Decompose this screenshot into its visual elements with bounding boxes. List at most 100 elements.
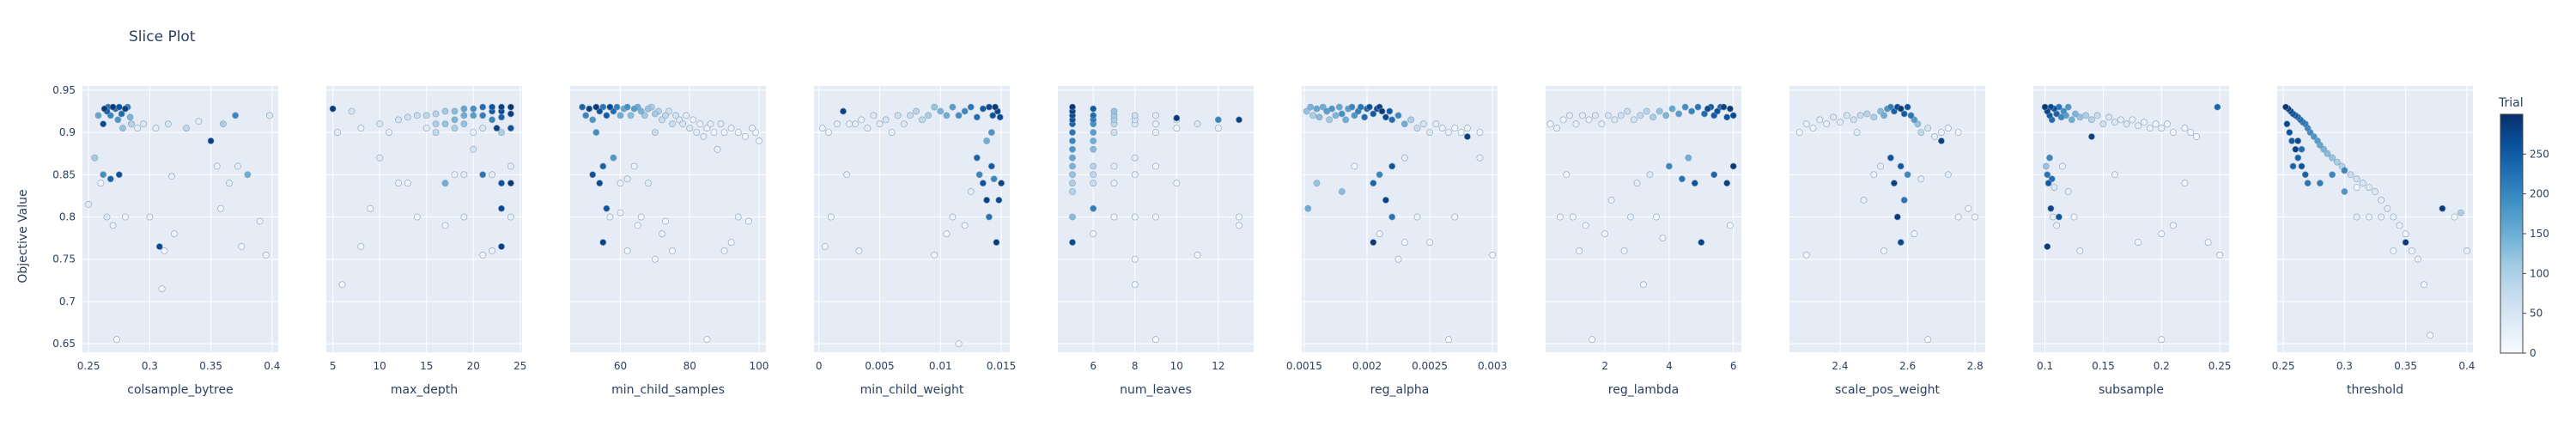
data-point xyxy=(821,243,829,250)
data-point xyxy=(2181,125,2189,132)
data-point xyxy=(943,230,951,238)
data-point xyxy=(1546,120,1554,128)
data-point xyxy=(2064,103,2072,111)
data-point xyxy=(1592,112,1599,119)
data-point xyxy=(1727,222,1734,229)
data-point xyxy=(1309,112,1317,119)
data-point xyxy=(2329,171,2336,179)
data-point xyxy=(1366,103,1373,111)
data-point xyxy=(973,154,981,162)
data-point xyxy=(696,120,704,128)
data-point xyxy=(395,116,402,124)
data-point xyxy=(413,112,421,119)
x-tick-label: 0.0015 xyxy=(1286,360,1322,372)
data-point xyxy=(121,105,129,113)
panel-threshold: 0.25 0.3 0.35 0.4 threshold xyxy=(2272,86,2475,397)
data-point xyxy=(1069,154,1076,162)
data-point xyxy=(627,112,635,119)
data-point xyxy=(855,247,863,254)
data-point xyxy=(2135,239,2142,246)
data-point xyxy=(479,112,487,119)
x-tick-label: 25 xyxy=(513,360,526,372)
data-point xyxy=(1351,162,1358,170)
data-point xyxy=(1579,112,1586,119)
data-point xyxy=(470,112,477,119)
colorbar-title: Trial xyxy=(2498,96,2524,110)
data-point xyxy=(634,222,641,229)
data-point xyxy=(1620,247,1628,254)
data-point xyxy=(1131,171,1139,179)
data-point xyxy=(1698,239,1705,246)
data-point xyxy=(1904,103,1911,111)
data-point xyxy=(1351,112,1358,119)
data-point xyxy=(949,213,957,221)
data-point xyxy=(112,336,120,344)
x-axis-label: num_leaves xyxy=(1120,383,1192,397)
data-point xyxy=(1691,180,1698,187)
data-point xyxy=(2135,122,2142,130)
x-tick-label: 0.3 xyxy=(142,360,158,372)
data-point xyxy=(2152,120,2160,128)
data-point xyxy=(1378,107,1386,115)
data-point xyxy=(1656,107,1663,115)
data-point xyxy=(967,188,975,195)
data-point xyxy=(630,162,638,170)
data-point xyxy=(2044,180,2052,187)
data-point xyxy=(2050,184,2058,191)
data-point xyxy=(610,154,617,162)
panel-min-child-weight: 0 0.005 0.01 0.015 min_child_weight xyxy=(814,86,1016,397)
data-point xyxy=(1569,213,1577,221)
data-point xyxy=(1653,213,1660,221)
x-axis-label: colsample_bytree xyxy=(127,383,233,397)
data-point xyxy=(1668,105,1676,113)
data-point xyxy=(1400,120,1408,128)
data-point xyxy=(913,107,920,115)
data-point xyxy=(1361,113,1368,121)
data-point xyxy=(603,112,611,119)
data-point xyxy=(109,222,117,229)
data-point xyxy=(2047,204,2055,212)
data-point xyxy=(690,116,697,124)
data-point xyxy=(161,247,168,254)
data-point xyxy=(894,112,902,119)
data-point xyxy=(470,145,477,153)
data-point xyxy=(955,112,963,119)
data-point xyxy=(1445,336,1452,344)
data-point xyxy=(1924,125,1932,132)
data-point xyxy=(1880,112,1887,119)
data-point xyxy=(2117,116,2124,124)
data-point xyxy=(1559,116,1567,124)
data-point xyxy=(949,103,957,111)
data-point xyxy=(357,125,365,132)
data-point xyxy=(846,120,853,128)
data-point xyxy=(1617,112,1625,119)
x-axis-label: reg_lambda xyxy=(1608,383,1679,397)
data-point xyxy=(1236,222,1242,229)
data-point xyxy=(2402,230,2409,238)
data-point xyxy=(106,112,114,119)
data-point xyxy=(720,129,728,136)
data-point xyxy=(1152,120,1159,128)
data-point xyxy=(1723,180,1731,187)
data-point xyxy=(115,103,123,111)
data-point xyxy=(1900,196,1908,204)
data-point xyxy=(168,173,175,180)
data-point xyxy=(1489,251,1497,259)
data-point xyxy=(1860,196,1868,204)
data-point xyxy=(1173,180,1181,187)
data-point xyxy=(679,120,687,128)
y-tick-label: 0.95 xyxy=(52,84,76,96)
data-point xyxy=(617,112,624,119)
data-point xyxy=(432,129,440,136)
data-point xyxy=(1572,120,1580,128)
data-point xyxy=(744,217,752,225)
data-point xyxy=(1704,105,1711,113)
data-point xyxy=(2105,113,2113,121)
data-point xyxy=(2347,171,2354,179)
data-point xyxy=(2042,162,2050,170)
data-point xyxy=(1338,188,1346,195)
x-axis-label: threshold xyxy=(2347,383,2403,397)
data-point xyxy=(2365,213,2372,221)
data-point xyxy=(1701,110,1708,118)
data-point xyxy=(91,154,99,162)
